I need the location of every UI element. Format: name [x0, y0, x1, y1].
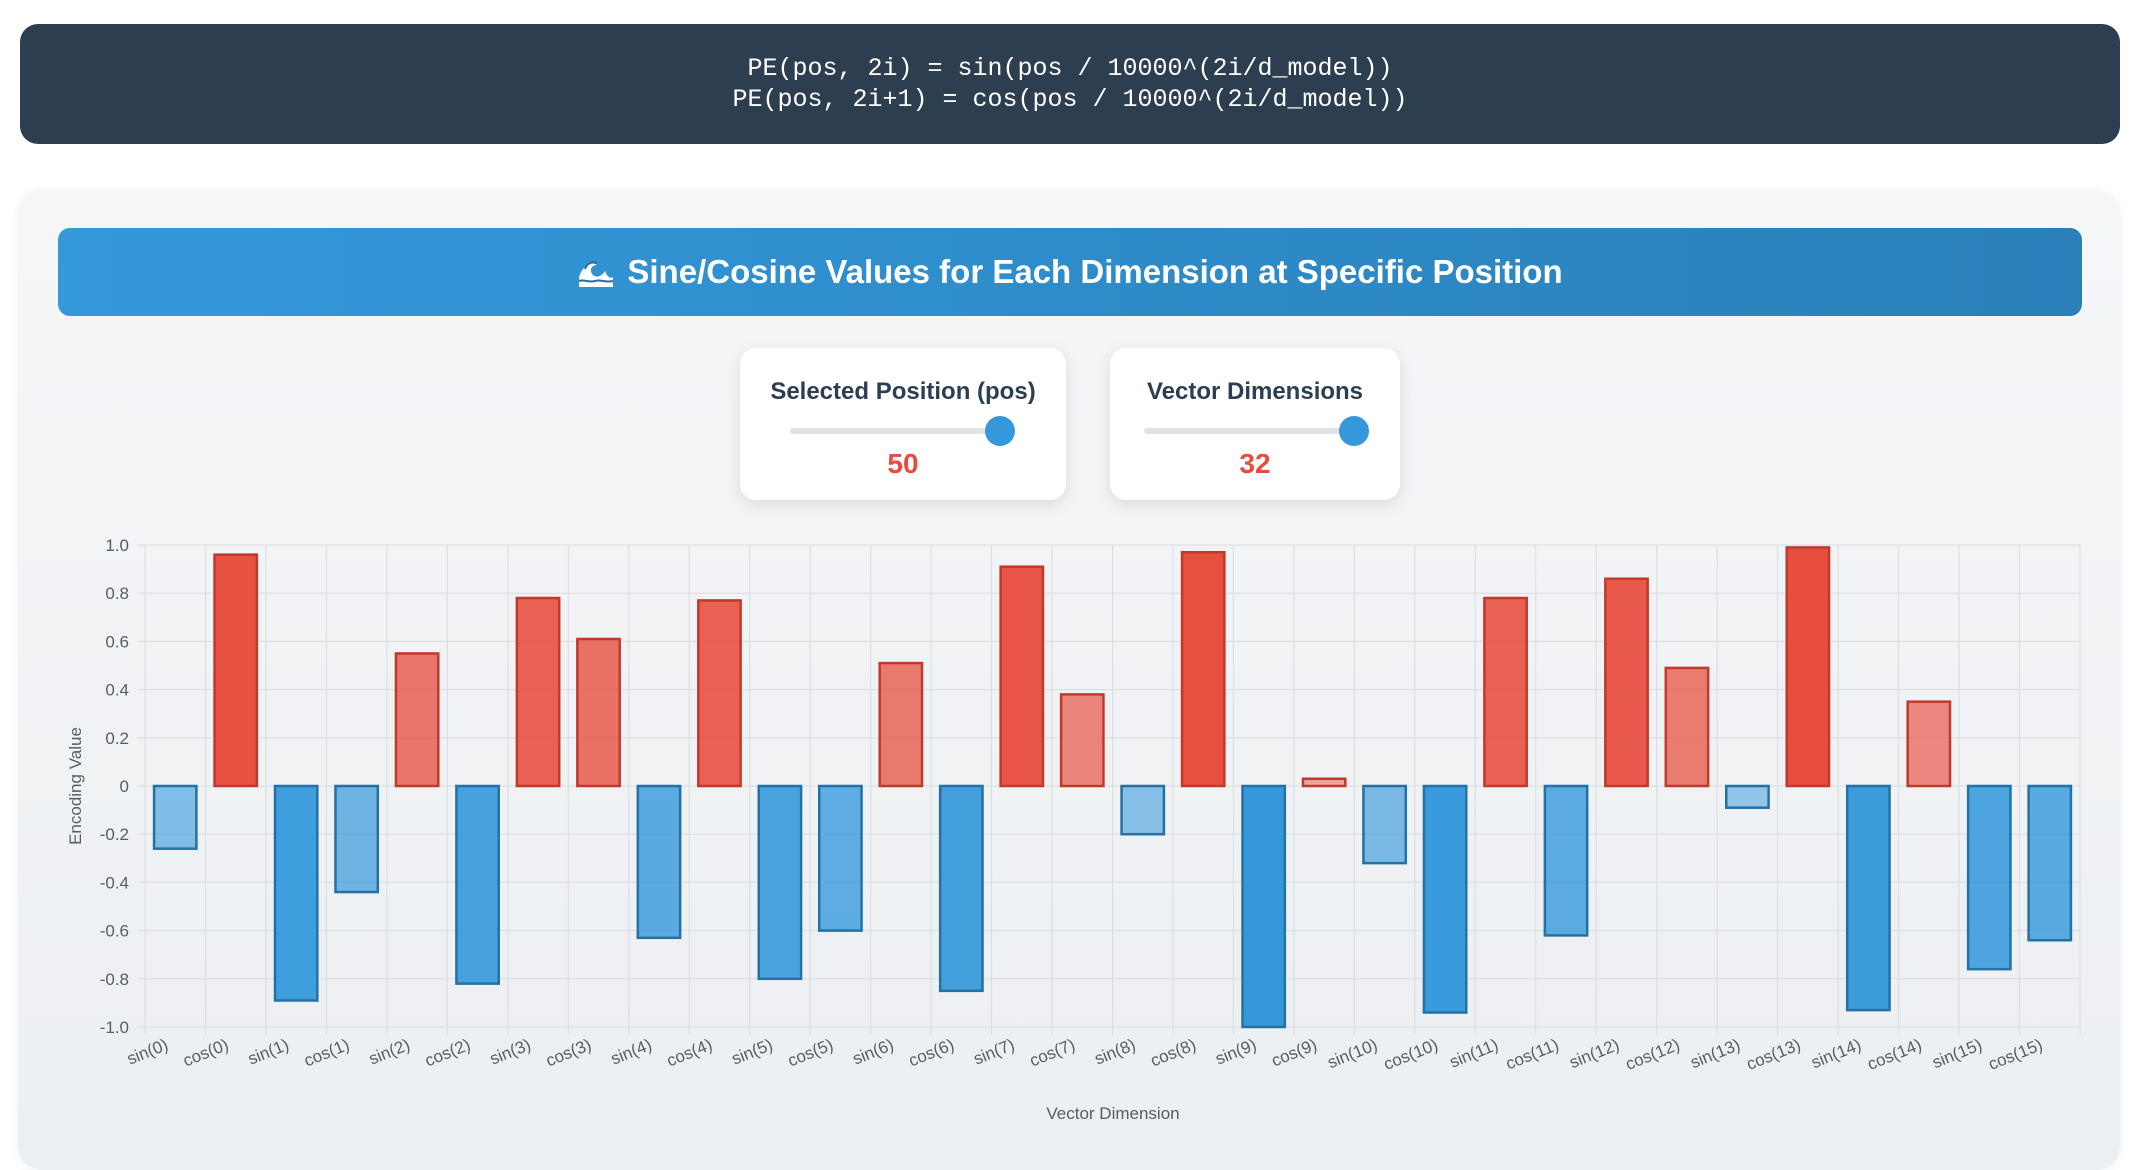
dimensions-value: 32 [1239, 448, 1271, 479]
x-tick-label: sin(3) [487, 1035, 534, 1069]
x-tick-label: sin(7) [971, 1035, 1018, 1069]
formula-line-cos: PE(pos, 2i+1) = cos(pos / 10000^(2i/d_mo… [732, 85, 1408, 114]
bar-cos(0)[interactable] [213, 553, 259, 788]
bar-sin(11)[interactable] [1483, 596, 1528, 788]
x-tick-label: sin(14) [1809, 1035, 1864, 1072]
bar-cos(2)[interactable] [455, 784, 500, 985]
x-tick-label: cos(2) [422, 1035, 473, 1070]
x-tick-label: cos(4) [664, 1035, 715, 1070]
x-tick-label: cos(8) [1148, 1035, 1199, 1070]
x-tick-label: cos(12) [1623, 1035, 1683, 1074]
dimensions-label: Vector Dimensions [1146, 378, 1364, 405]
bar-cos(12)[interactable] [1664, 666, 1710, 788]
x-tick-label: cos(15) [1986, 1035, 2046, 1074]
x-tick-label: sin(4) [608, 1035, 655, 1069]
bar-cos(7)[interactable] [1059, 693, 1105, 788]
x-tick-label: cos(13) [1744, 1035, 1804, 1074]
x-tick-label: sin(1) [245, 1035, 292, 1069]
bar-sin(7)[interactable] [999, 565, 1045, 788]
x-tick-label: sin(15) [1929, 1035, 1984, 1072]
bar-sin(9)[interactable] [1241, 784, 1287, 1029]
bar-cos(8)[interactable] [1180, 550, 1226, 788]
bar-sin(12)[interactable] [1604, 577, 1649, 788]
bar-sin(0)[interactable] [152, 784, 198, 850]
x-tick-label: cos(0) [180, 1035, 231, 1070]
x-tick-label: cos(6) [906, 1035, 957, 1070]
bar-cos(13)[interactable] [1785, 546, 1831, 788]
visualization-panel: Sine/Cosine Values for Each Dimension at… [18, 190, 2120, 1170]
x-tick-label: cos(5) [785, 1035, 836, 1070]
bar-cos(1)[interactable] [334, 784, 380, 894]
y-tick-label: 0.2 [105, 729, 129, 748]
dimensions-control-card: Vector Dimensions 32 [1110, 348, 1400, 500]
position-value: 50 [887, 448, 919, 479]
bar-cos(4)[interactable] [697, 599, 742, 788]
chart-grid [137, 544, 2081, 1035]
bar-sin(10)[interactable] [1362, 784, 1408, 865]
y-tick-label: -1.0 [100, 1018, 129, 1037]
formula-box: PE(pos, 2i) = sin(pos / 10000^(2i/d_mode… [20, 24, 2120, 144]
x-tick-label: cos(3) [543, 1035, 594, 1070]
x-axis-label: Vector Dimension [1046, 1104, 1179, 1123]
bar-sin(6)[interactable] [878, 661, 924, 788]
x-tick-label: cos(11) [1503, 1035, 1562, 1073]
dimensions-slider-thumb[interactable] [1339, 416, 1369, 446]
encoding-bar-chart: 1.0 0.8 0.6 0.4 0.2 0 -0.2 -0.4 -0.6 -0.8 -1.0 sin… [66, 536, 2081, 1123]
bar-sin(3)[interactable] [515, 596, 561, 788]
y-tick-label: 0.4 [105, 681, 129, 700]
formula-line-sin: PE(pos, 2i) = sin(pos / 10000^(2i/d_mode… [747, 54, 1393, 83]
bar-cos(6)[interactable] [938, 784, 984, 993]
x-tick-label: cos(9) [1269, 1035, 1320, 1070]
y-tick-label: -0.2 [100, 825, 129, 844]
y-tick-label: -0.8 [100, 970, 129, 989]
y-tick-label: -0.4 [100, 873, 129, 892]
y-axis-label: Encoding Value [66, 727, 85, 845]
bar-cos(15)[interactable] [2027, 784, 2073, 942]
bar-sin(13)[interactable] [1725, 784, 1770, 809]
x-tick-label: cos(10) [1381, 1035, 1441, 1074]
y-tick-label: 1.0 [105, 536, 129, 555]
y-axis-ticks: 1.0 0.8 0.6 0.4 0.2 0 -0.2 -0.4 -0.6 -0.8 -1.0 [100, 536, 129, 1037]
x-tick-label: sin(0) [124, 1035, 171, 1069]
bar-sin(2)[interactable] [394, 652, 440, 788]
bar-cos(11)[interactable] [1543, 784, 1589, 937]
bar-sin(15)[interactable] [1966, 784, 2012, 971]
chart-bars [152, 546, 2073, 1029]
bar-cos(10)[interactable] [1422, 784, 1468, 1014]
bar-cos(9)[interactable] [1301, 777, 1347, 788]
x-tick-label: cos(1) [301, 1035, 352, 1070]
x-tick-label: sin(8) [1092, 1035, 1139, 1069]
position-label: Selected Position (pos) [770, 378, 1036, 405]
y-tick-label: 0 [120, 777, 129, 796]
bar-sin(14)[interactable] [1845, 784, 1891, 1012]
bar-sin(4)[interactable] [636, 784, 682, 940]
x-tick-label: sin(6) [850, 1035, 897, 1069]
position-slider-thumb[interactable] [985, 416, 1015, 446]
panel-title: Sine/Cosine Values for Each Dimension at… [627, 253, 1563, 290]
bar-cos(3)[interactable] [576, 637, 621, 788]
bar-sin(8)[interactable] [1120, 784, 1166, 836]
wave-icon [577, 255, 615, 289]
position-control-card: Selected Position (pos) 50 [740, 348, 1066, 500]
y-tick-label: 0.8 [105, 584, 129, 603]
bar-sin(1)[interactable] [273, 784, 319, 1002]
bar-sin(5)[interactable] [757, 784, 803, 981]
x-tick-label: sin(2) [366, 1035, 413, 1069]
position-slider-track[interactable] [790, 428, 1000, 434]
x-tick-label: sin(12) [1567, 1035, 1622, 1072]
bar-cos(5)[interactable] [817, 784, 863, 932]
x-tick-label: cos(14) [1865, 1035, 1925, 1074]
x-tick-label: sin(10) [1325, 1035, 1380, 1072]
y-tick-label: -0.6 [100, 922, 129, 941]
x-tick-label: sin(5) [729, 1035, 776, 1069]
dimensions-slider-track[interactable] [1144, 428, 1354, 434]
y-tick-label: 0.6 [105, 632, 129, 651]
x-tick-label: sin(9) [1213, 1035, 1260, 1069]
bar-cos(14)[interactable] [1906, 700, 1952, 788]
x-axis-ticks: sin(0) cos(0) sin(1) cos(1) sin(2) cos(2) sin(… [124, 1035, 2045, 1074]
x-tick-label: sin(13) [1688, 1035, 1743, 1072]
x-tick-label: cos(7) [1027, 1035, 1078, 1070]
panel-header: Sine/Cosine Values for Each Dimension at… [58, 228, 2082, 316]
x-tick-label: sin(11) [1447, 1035, 1501, 1072]
